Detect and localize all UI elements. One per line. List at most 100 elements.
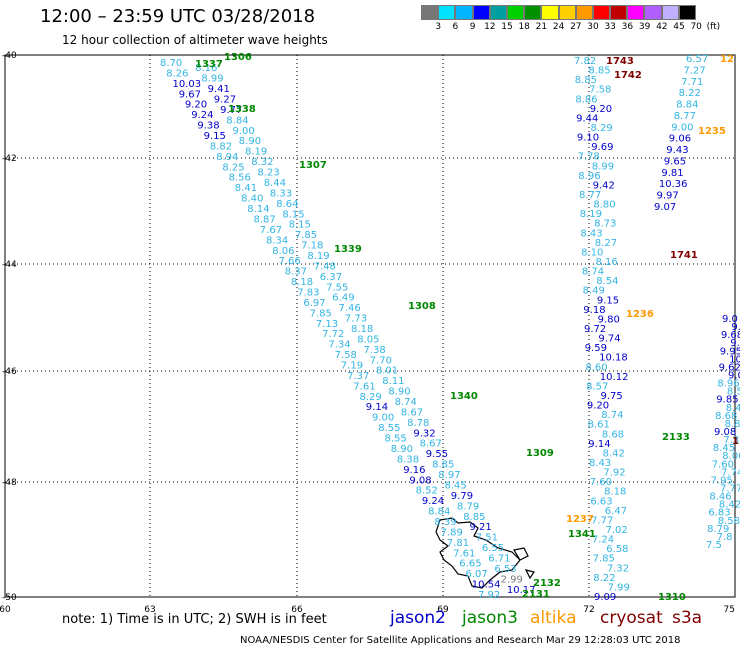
swh-value: 7.61 [353, 381, 375, 392]
swh-value: 9.08 [409, 475, 431, 486]
swh-value: 9.00 [372, 413, 394, 424]
pass-time-label: 1306 [224, 52, 252, 63]
swh-value: 8.52 [416, 486, 438, 497]
color-scale-unit: (ft) [706, 22, 721, 32]
swh-value: 9.24 [422, 496, 444, 507]
color-swatch [455, 5, 473, 20]
swh-value: 6.07 [466, 569, 488, 580]
swh-value: 8.64 [276, 199, 298, 210]
swh-value: 9.43 [666, 145, 688, 156]
chart-subtitle: 12 hour collection of altimeter wave hei… [62, 33, 328, 47]
pass-time-label: 1741 [670, 250, 698, 261]
swh-value: 6.37 [320, 272, 342, 283]
color-scale-tick: 6 [452, 22, 459, 32]
swh-value: 7.46 [339, 303, 361, 314]
swh-value: 8.84 [428, 507, 450, 518]
swh-value: 8.33 [270, 188, 292, 199]
swh-value: 7.60 [712, 459, 734, 470]
swh-value: 7.58 [589, 85, 611, 96]
swh-value: 8.23 [258, 168, 280, 179]
swh-value: 8.18 [604, 487, 626, 498]
swh-value: 8.19 [307, 251, 329, 262]
swh-value: 8.26 [166, 68, 188, 79]
swh-value: 8.19 [580, 209, 602, 220]
swh-value: 9.20 [590, 104, 612, 115]
swh-value: 7.77 [591, 515, 613, 526]
swh-value: 8.18 [291, 277, 313, 288]
latitude-label: -42 [2, 154, 17, 164]
color-swatch [610, 5, 628, 20]
swh-value: 8.10 [581, 247, 603, 258]
swh-value: 9.25 [730, 338, 740, 349]
pass-time-label: 1742 [614, 70, 642, 81]
swh-value: 7.89 [441, 527, 463, 538]
swh-value: 8.01 [376, 366, 398, 377]
swh-value: 10.17 [507, 585, 536, 596]
swh-value: 8.97 [438, 470, 460, 481]
swh-value: 8.77 [579, 190, 601, 201]
swh-value: 6.53 [494, 564, 516, 575]
swh-value: 7.92 [603, 468, 625, 479]
swh-value: 8.68 [602, 429, 624, 440]
color-scale-tick: 39 [638, 22, 651, 32]
island-outline [435, 517, 535, 589]
color-swatch [524, 5, 542, 20]
swh-value: 8.16 [195, 63, 217, 74]
swh-value: 6.55 [482, 543, 504, 554]
pass-time-label: 2132 [533, 578, 561, 589]
swh-value: 8.29 [360, 392, 382, 403]
swh-value: 7.02 [606, 525, 628, 536]
swh-value: 9.55 [426, 449, 448, 460]
swh-value: 6.97 [303, 298, 325, 309]
swh-value: 7.83 [297, 288, 319, 299]
swh-value: 7.61 [453, 548, 475, 559]
pass-time-label: 1237 [566, 514, 594, 525]
swh-value: 8.67 [420, 439, 442, 450]
pass-time-label: 1341 [568, 529, 596, 540]
swh-value: 9.16 [403, 465, 425, 476]
color-scale-tick: 3 [435, 22, 442, 32]
swh-value: 7.82 [574, 56, 596, 67]
swh-value: 8.45 [445, 481, 467, 492]
swh-value: 8.05 [357, 334, 379, 345]
color-scale-tick: 30 [587, 22, 599, 32]
longitude-label: 69 [437, 605, 449, 615]
swh-value: 7.67 [260, 225, 282, 236]
color-swatch [592, 5, 611, 20]
swh-value: 6.57 [686, 54, 708, 65]
pass-time-label: 2131 [522, 589, 550, 600]
swh-value: 8.49 [583, 286, 605, 297]
chart-title: 12:00 – 23:59 UTC 03/28/2018 [40, 6, 316, 27]
swh-value: 9.18 [583, 305, 605, 316]
swh-value: 8.90 [239, 136, 261, 147]
swh-value: 9.15 [204, 131, 226, 142]
swh-value: 8.06 [272, 246, 294, 257]
swh-value: 9.72 [584, 324, 606, 335]
swh-value: 9.32 [413, 428, 435, 439]
pass-time-label: 2133 [662, 432, 690, 443]
color-scale-tick: 42 [656, 22, 668, 32]
color-scale-tick: 21 [535, 22, 548, 32]
latitude-label: -44 [2, 260, 17, 270]
swh-value: 8.82 [210, 142, 232, 153]
swh-value: 7.51 [476, 533, 498, 544]
swh-value: 9.14 [588, 439, 610, 450]
swh-value: 8.38 [397, 454, 419, 465]
swh-value: 8.22 [679, 88, 701, 99]
swh-value: 9.14 [366, 402, 388, 413]
swh-value: 2.99 [501, 574, 523, 585]
swh-value: 8.44 [264, 178, 286, 189]
color-scale-tick: 36 [621, 22, 634, 32]
latitude-label: -50 [2, 593, 17, 603]
credit-line: NOAA/NESDIS Center for Satellite Applica… [240, 635, 681, 646]
swh-value: 9.44 [576, 113, 598, 124]
swh-value: 9.08 [714, 427, 736, 438]
pass-time-label: 1340 [450, 391, 478, 402]
swh-value: 7.38 [364, 345, 386, 356]
swh-value: 7.34 [328, 340, 350, 351]
longitude-label: 75 [724, 605, 735, 615]
swh-value: 8.84 [676, 100, 698, 111]
color-scale-tick: 18 [518, 22, 530, 32]
axis-labels: -40 -42 -44 -46 -48 -50 60 63 66 69 72 75 [0, 51, 735, 615]
